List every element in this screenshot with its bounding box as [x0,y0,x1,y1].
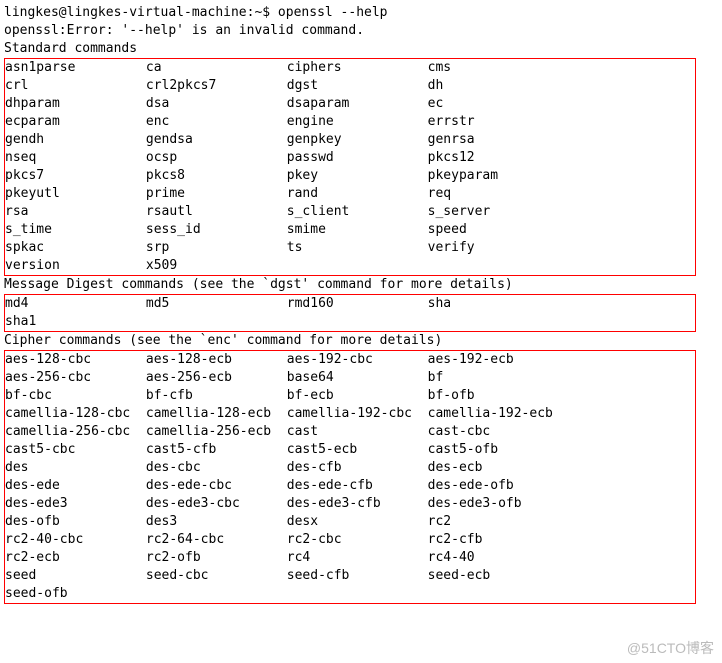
cipher-command-row: des-ede3 des-ede3-cbc des-ede3-cfb des-e… [5,495,695,513]
cipher-command-row: camellia-256-cbc camellia-256-ecb cast c… [5,423,695,441]
cipher-command-row: des-ede des-ede-cbc des-ede-cfb des-ede-… [5,477,695,495]
cipher-command-row: rc2-40-cbc rc2-64-cbc rc2-cbc rc2-cfb [5,531,695,549]
standard-commands-box: asn1parse ca ciphers cmscrl crl2pkcs7 dg… [4,58,696,276]
terminal-prompt-line: lingkes@lingkes-virtual-machine:~$ opens… [4,4,718,22]
terminal-error-line: openssl:Error: '--help' is an invalid co… [4,22,718,40]
standard-command-row: rsa rsautl s_client s_server [5,203,695,221]
watermark-text: @51CTO博客 [627,639,714,657]
standard-command-row: gendh gendsa genpkey genrsa [5,131,695,149]
standard-command-row: version x509 [5,257,695,275]
standard-command-row: dhparam dsa dsaparam ec [5,95,695,113]
standard-command-row: ecparam enc engine errstr [5,113,695,131]
digest-commands-box: md4 md5 rmd160 shasha1 [4,294,696,332]
cipher-command-row: seed-ofb [5,585,695,603]
digest-command-row: sha1 [5,313,695,331]
digest-commands-header: Message Digest commands (see the `dgst' … [4,276,718,294]
cipher-commands-box: aes-128-cbc aes-128-ecb aes-192-cbc aes-… [4,350,696,604]
cipher-command-row: camellia-128-cbc camellia-128-ecb camell… [5,405,695,423]
cipher-command-row: bf-cbc bf-cfb bf-ecb bf-ofb [5,387,695,405]
standard-command-row: pkcs7 pkcs8 pkey pkeyparam [5,167,695,185]
cipher-command-row: seed seed-cbc seed-cfb seed-ecb [5,567,695,585]
standard-commands-header: Standard commands [4,40,718,58]
cipher-command-row: cast5-cbc cast5-cfb cast5-ecb cast5-ofb [5,441,695,459]
standard-command-row: pkeyutl prime rand req [5,185,695,203]
standard-command-row: asn1parse ca ciphers cms [5,59,695,77]
standard-command-row: crl crl2pkcs7 dgst dh [5,77,695,95]
cipher-command-row: aes-256-cbc aes-256-ecb base64 bf [5,369,695,387]
cipher-command-row: des-ofb des3 desx rc2 [5,513,695,531]
standard-command-row: s_time sess_id smime speed [5,221,695,239]
standard-command-row: nseq ocsp passwd pkcs12 [5,149,695,167]
cipher-command-row: des des-cbc des-cfb des-ecb [5,459,695,477]
standard-command-row: spkac srp ts verify [5,239,695,257]
cipher-command-row: rc2-ecb rc2-ofb rc4 rc4-40 [5,549,695,567]
digest-command-row: md4 md5 rmd160 sha [5,295,695,313]
cipher-command-row: aes-128-cbc aes-128-ecb aes-192-cbc aes-… [5,351,695,369]
cipher-commands-header: Cipher commands (see the `enc' command f… [4,332,718,350]
